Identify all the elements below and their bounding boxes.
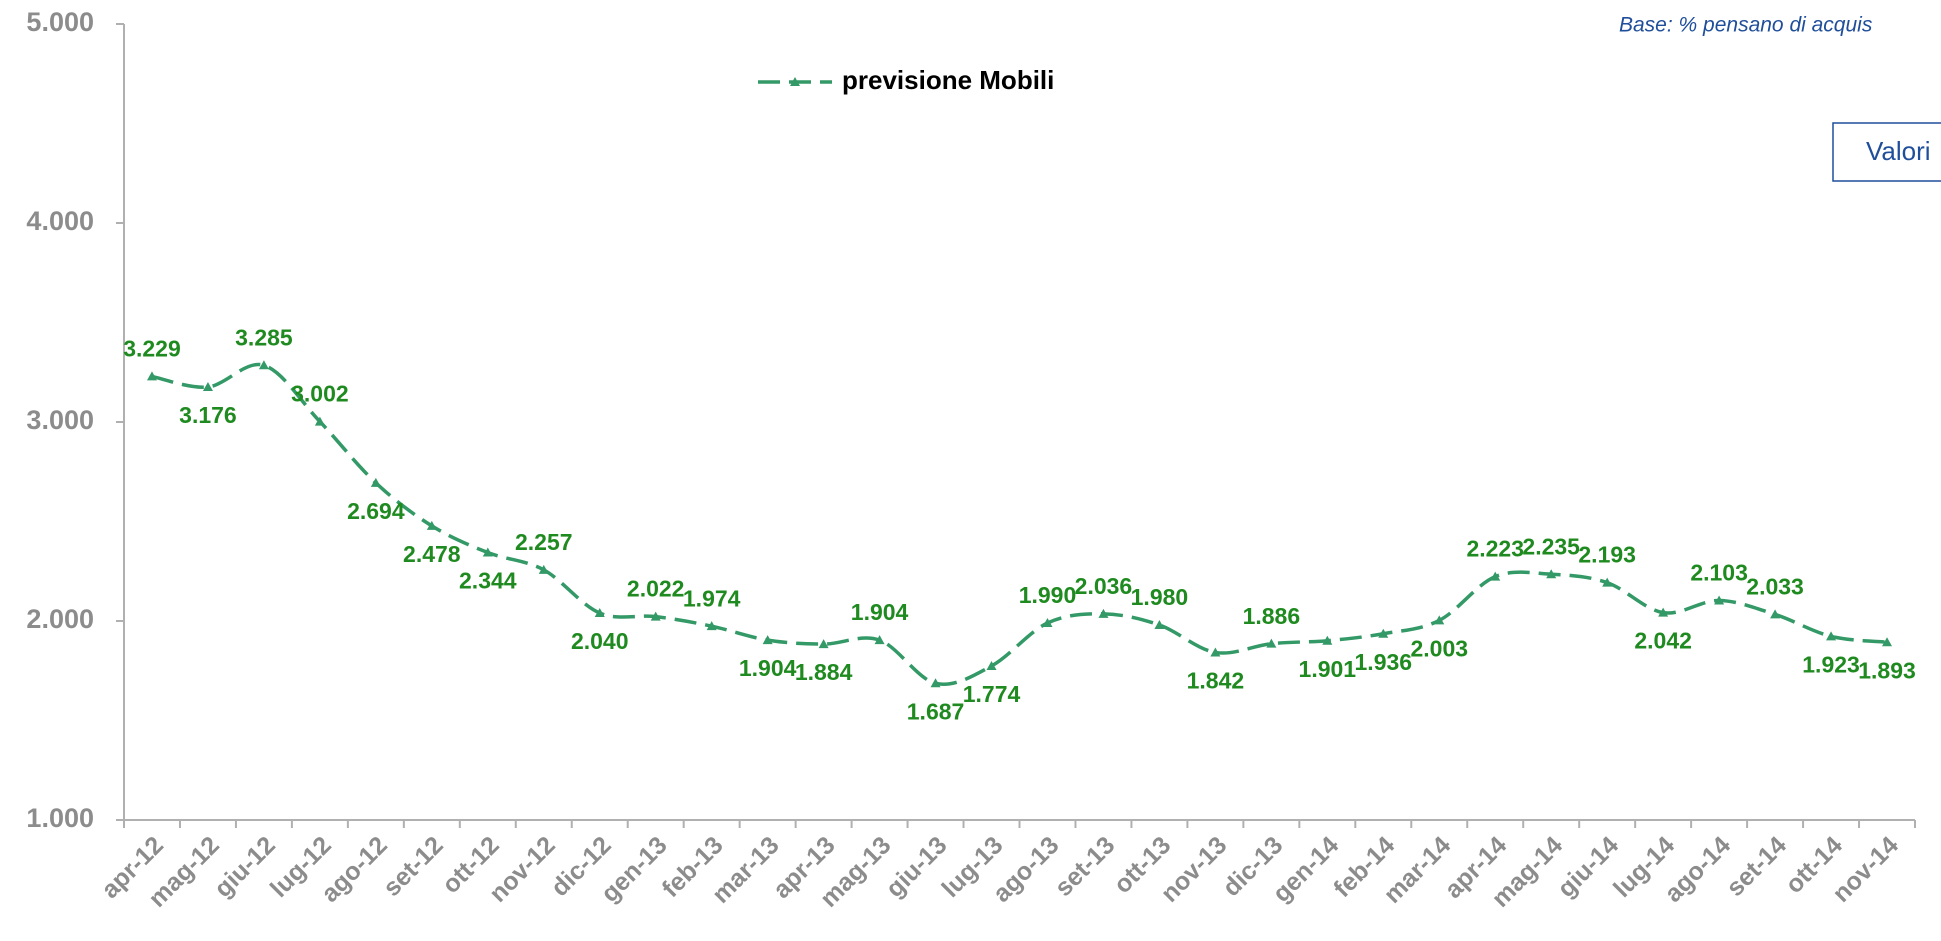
y-tick-label: 3.000 [26, 405, 94, 435]
value-label: 2.344 [459, 568, 517, 594]
marker [650, 611, 661, 621]
value-label: 1.886 [1243, 603, 1301, 629]
marker [482, 547, 493, 557]
value-label: 1.936 [1355, 649, 1413, 675]
marker [146, 371, 157, 381]
legend-marker [790, 77, 800, 86]
value-label: 3.176 [179, 402, 237, 428]
marker [1266, 638, 1277, 648]
value-label: 2.694 [347, 498, 405, 524]
x-tick-label: set-12 [378, 831, 449, 902]
x-tick-label: giu-14 [1552, 831, 1624, 903]
value-label: 2.235 [1522, 533, 1580, 559]
marker [874, 635, 885, 645]
marker [1210, 647, 1221, 657]
marker [594, 608, 605, 618]
marker [930, 678, 941, 688]
value-label: 1.842 [1187, 668, 1245, 694]
marker [202, 381, 213, 391]
value-label: 2.478 [403, 541, 461, 567]
marker [1434, 615, 1445, 625]
marker [1826, 631, 1837, 641]
marker [1770, 609, 1781, 619]
marker [986, 660, 997, 670]
marker [1042, 617, 1053, 627]
value-label: 1.901 [1299, 656, 1357, 682]
marker [1714, 595, 1725, 605]
marker [370, 477, 381, 487]
value-label: 2.036 [1075, 573, 1133, 599]
marker [426, 520, 437, 530]
value-label: 2.040 [571, 628, 629, 654]
annotation: Valori [1866, 136, 1931, 166]
marker [1602, 577, 1613, 587]
value-label: 1.923 [1802, 651, 1860, 677]
x-tick-label: giu-13 [881, 831, 953, 903]
y-tick-label: 1.000 [26, 803, 94, 833]
marker [762, 635, 773, 645]
value-label: 2.003 [1410, 635, 1468, 661]
value-label: 2.103 [1690, 560, 1748, 586]
marker [1882, 637, 1893, 647]
legend-label: previsione Mobili [842, 65, 1054, 95]
value-label: 1.884 [795, 659, 853, 685]
marker [1322, 635, 1333, 645]
series-line [151, 362, 1888, 686]
value-label: 2.257 [515, 529, 573, 555]
marker [706, 621, 717, 631]
y-tick-label: 5.000 [26, 7, 94, 37]
y-tick-label: 4.000 [26, 206, 94, 236]
value-label: 2.223 [1466, 536, 1524, 562]
value-label: 1.990 [1019, 582, 1077, 608]
marker [538, 564, 549, 574]
value-label: 1.687 [907, 698, 965, 724]
marker [1378, 628, 1389, 638]
marker [314, 416, 325, 426]
value-label: 3.285 [235, 324, 293, 350]
x-tick-label: giu-12 [209, 831, 281, 903]
marker [818, 639, 829, 649]
value-label: 1.774 [963, 681, 1021, 707]
x-tick-label: set-14 [1721, 831, 1792, 902]
x-tick-label: set-13 [1049, 831, 1120, 902]
marker [1098, 608, 1109, 618]
marker [1490, 571, 1501, 581]
subtitle: Base: % pensano di acquis [1619, 14, 1873, 37]
value-label: 2.042 [1634, 628, 1692, 654]
marker [1546, 569, 1557, 579]
marker [258, 360, 269, 370]
marker [1658, 607, 1669, 617]
annotation-box [1832, 122, 1941, 182]
value-label: 3.229 [123, 336, 181, 362]
value-label: 1.904 [739, 655, 797, 681]
value-label: 1.980 [1131, 584, 1189, 610]
value-label: 2.022 [627, 576, 685, 602]
value-label: 2.033 [1746, 574, 1804, 600]
value-label: 1.893 [1858, 657, 1916, 683]
marker [1154, 619, 1165, 629]
y-tick-label: 2.000 [26, 604, 94, 634]
value-label: 2.193 [1578, 542, 1636, 568]
value-label: 3.002 [291, 381, 349, 407]
value-label: 1.974 [683, 585, 741, 611]
value-label: 1.904 [851, 599, 909, 625]
